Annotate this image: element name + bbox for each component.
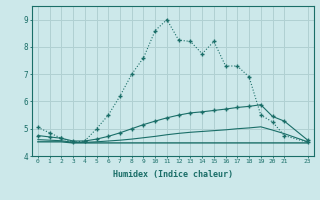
X-axis label: Humidex (Indice chaleur): Humidex (Indice chaleur) — [113, 170, 233, 179]
